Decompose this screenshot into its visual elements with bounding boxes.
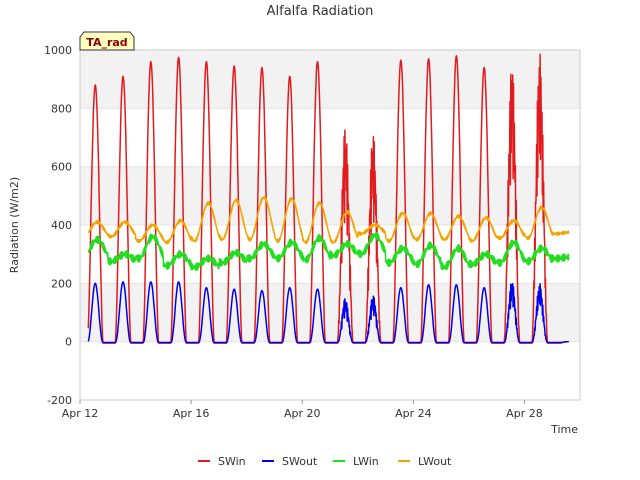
x-axis-title: Time <box>550 423 578 436</box>
legend-item-swout: SWout <box>262 455 318 468</box>
legend-label: LWout <box>418 455 452 468</box>
x-tick-label: Apr 28 <box>506 407 543 420</box>
ta-rad-badge: TA_rad <box>79 31 135 51</box>
legend-item-lwout: LWout <box>398 455 452 468</box>
legend-item-lwin: LWin <box>333 455 379 468</box>
x-tick-label: Apr 12 <box>62 407 99 420</box>
y-tick-label: 200 <box>51 277 72 290</box>
y-tick-label: 600 <box>51 161 72 174</box>
series-line-lwout <box>87 196 570 245</box>
badge-box <box>79 31 135 51</box>
legend-label: SWout <box>282 455 318 468</box>
y-axis-title: Radiation (W/m2) <box>8 177 21 273</box>
plot-bands <box>80 50 580 342</box>
x-tick-label: Apr 20 <box>284 407 321 420</box>
series-line-swout <box>87 281 570 344</box>
series-line-lwin <box>87 231 570 271</box>
y-tick-label: 0 <box>65 336 72 349</box>
badge-label: TA_rad <box>86 36 127 49</box>
legend-label: LWin <box>353 455 379 468</box>
x-tick-label: Apr 16 <box>173 407 210 420</box>
y-tick-label: 400 <box>51 219 72 232</box>
series-layer <box>87 53 570 344</box>
legend: SWin SWout LWin LWout <box>198 455 452 468</box>
legend-item-swin: SWin <box>198 455 246 468</box>
legend-label: SWin <box>218 455 246 468</box>
y-axis: -200 0 200 400 600 800 1000 <box>44 44 72 407</box>
y-tick-label: 1000 <box>44 44 72 57</box>
plot-frame <box>79 49 581 401</box>
chart-title: Alfalfa Radiation <box>267 4 374 19</box>
y-tick-label: -200 <box>47 394 72 407</box>
x-tick-label: Apr 24 <box>395 407 432 420</box>
plot-band <box>80 166 580 225</box>
y-tick-label: 800 <box>51 102 72 115</box>
plot-band <box>80 283 580 342</box>
plot-band <box>80 50 580 109</box>
x-axis: Apr 12 Apr 16 Apr 20 Apr 24 Apr 28 <box>62 400 543 420</box>
